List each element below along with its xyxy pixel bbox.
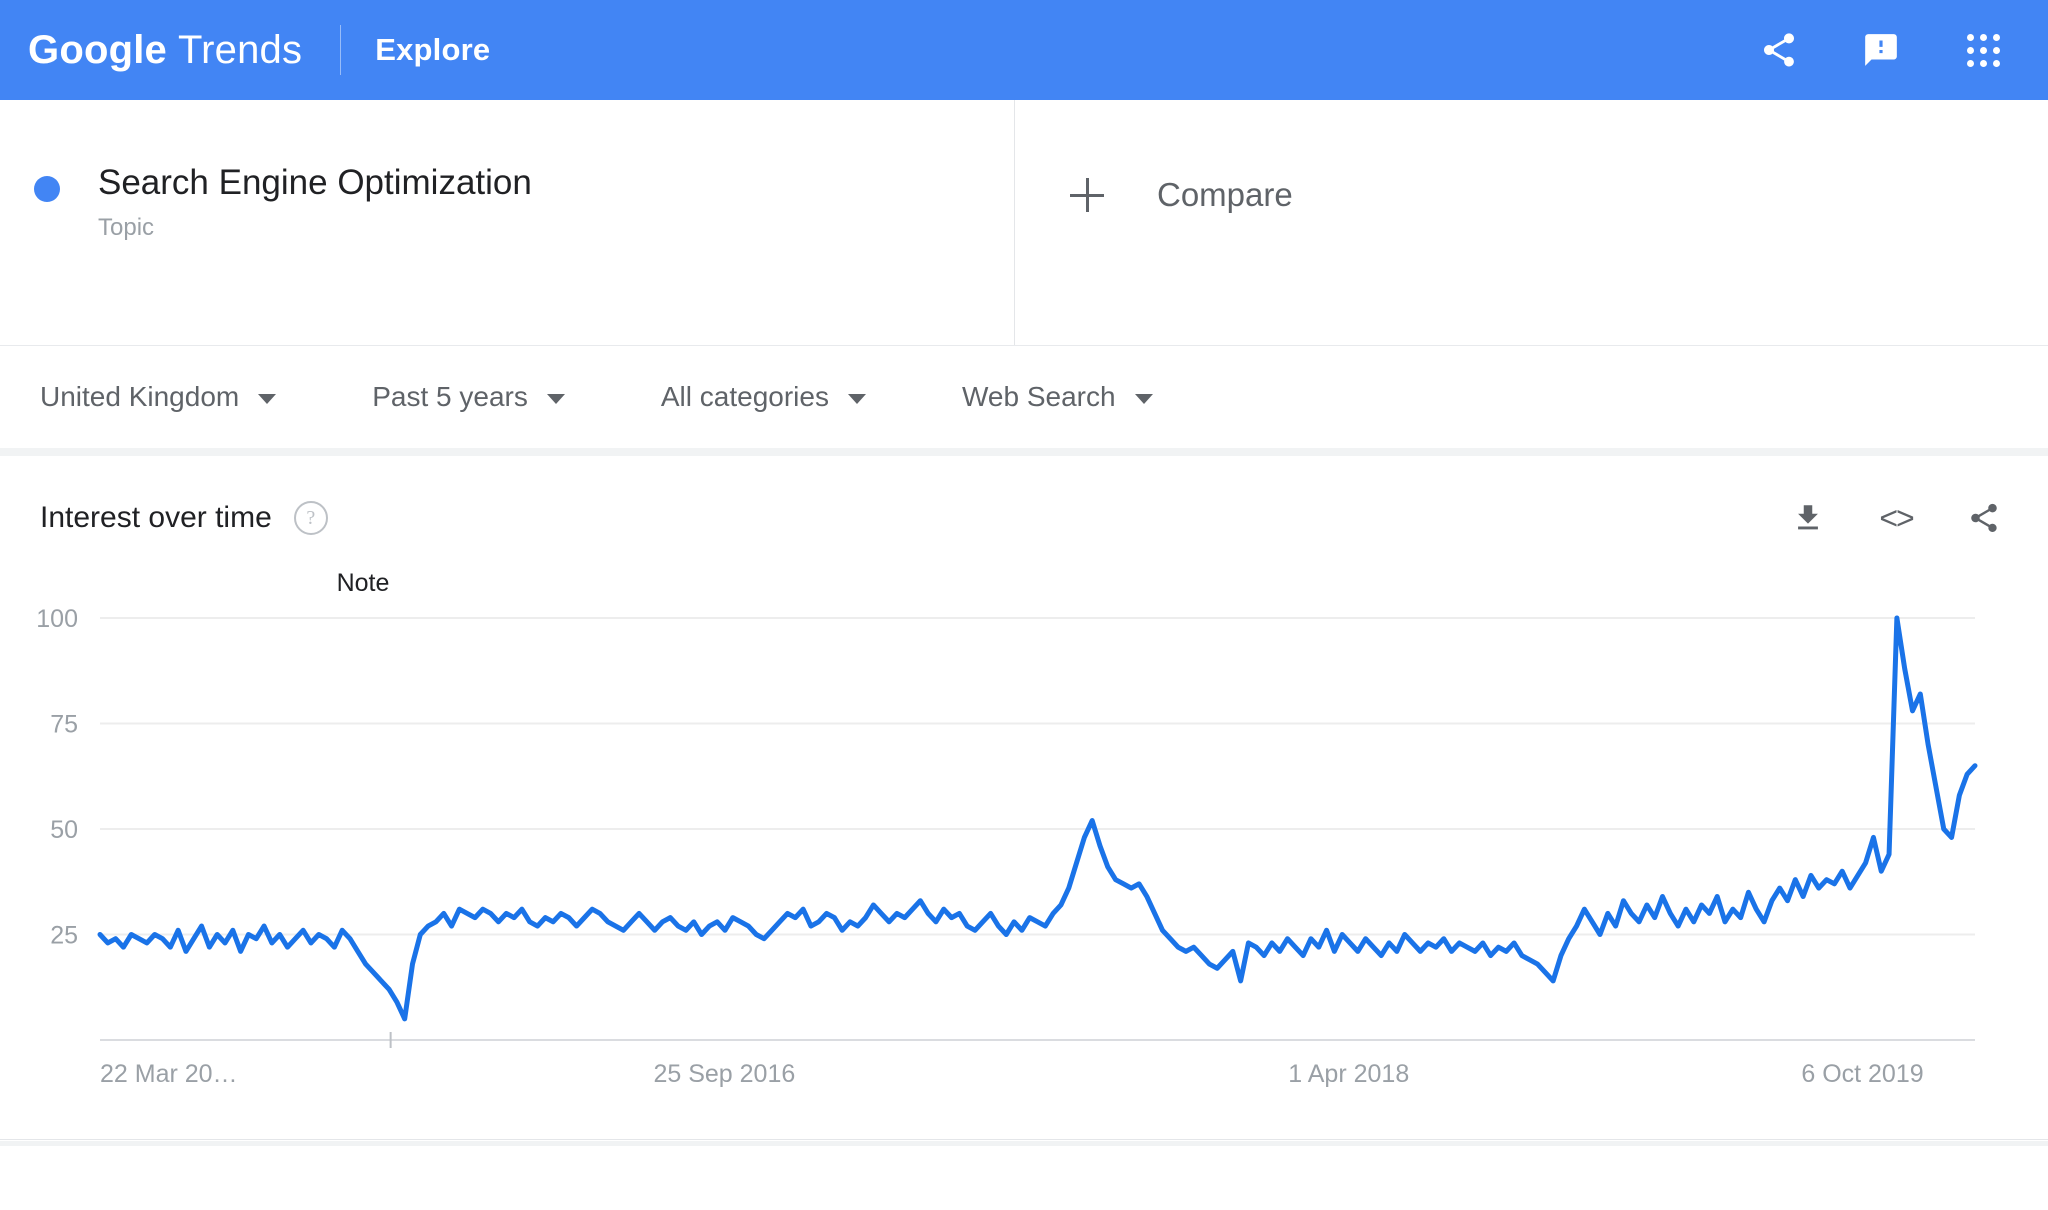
filter-category-label: All categories xyxy=(660,381,829,412)
filter-time-range-label: Past 5 years xyxy=(372,381,528,412)
search-term-card[interactable]: Search Engine Optimization Topic xyxy=(0,100,1015,345)
filter-category[interactable]: All categories xyxy=(661,381,866,413)
apps-grid-glyph xyxy=(1966,33,2000,67)
note-annotation-label: Note xyxy=(336,569,390,597)
chart-title: Interest over time xyxy=(40,501,272,534)
compare-label: Compare xyxy=(1157,176,1293,213)
brand-trends-text: Trends xyxy=(177,27,303,72)
embed-icon[interactable]: <> xyxy=(1879,499,1914,536)
trend-line xyxy=(97,615,1978,1022)
app-bar: Google Trends Explore xyxy=(0,0,2048,100)
filter-location-label: United Kingdom xyxy=(40,381,240,412)
chart-header: Interest over time ? <> xyxy=(0,456,2048,538)
feedback-glyph xyxy=(1865,34,1897,66)
apps-grid-icon[interactable] xyxy=(1960,27,2006,73)
share-glyph xyxy=(1764,33,1794,67)
x-tick-label: 1 Apr 2018 xyxy=(1288,1060,1409,1088)
share-icon[interactable] xyxy=(1756,27,1802,73)
interest-over-time-chart[interactable]: 25 50 75 100 22 Mar 20… 25 Sep 2016 1 Apr 201… xyxy=(0,568,2048,1128)
y-tick-label: 25 xyxy=(50,922,78,950)
search-term-text: Search Engine Optimization Topic xyxy=(98,162,532,242)
brand-logo[interactable]: Google Trends xyxy=(28,28,302,73)
series-color-dot xyxy=(34,176,60,202)
compare-panel[interactable]: Compare xyxy=(1015,100,2048,345)
query-row: Search Engine Optimization Topic Compare xyxy=(0,100,2048,346)
search-term-type: Topic xyxy=(98,214,155,241)
brand-google-text: Google xyxy=(28,27,167,72)
share-icon[interactable] xyxy=(1964,498,2004,538)
filter-search-type-label: Web Search xyxy=(961,381,1116,412)
download-icon[interactable] xyxy=(1788,498,1828,538)
x-tick-label: 25 Sep 2016 xyxy=(653,1060,795,1088)
filter-location[interactable]: United Kingdom xyxy=(40,381,277,413)
x-axis-tick-labels: 22 Mar 20… 25 Sep 2016 1 Apr 2018 6 Oct 201… xyxy=(100,1060,1924,1088)
chart-toolbar: <> xyxy=(1788,498,2004,538)
chart-plot-area[interactable]: 25 50 75 100 22 Mar 20… 25 Sep 2016 1 Apr 201… xyxy=(0,568,2048,1128)
nav-explore[interactable]: Explore xyxy=(375,32,491,67)
feedback-icon[interactable] xyxy=(1858,27,1904,73)
filter-search-type[interactable]: Web Search xyxy=(962,381,1153,413)
y-tick-label: 50 xyxy=(50,816,78,844)
search-term-title: Search Engine Optimization xyxy=(98,163,532,202)
y-tick-label: 100 xyxy=(36,605,78,633)
download-glyph xyxy=(1798,505,1818,530)
card-bottom-divider xyxy=(0,1139,2048,1140)
y-tick-label: 75 xyxy=(50,711,78,739)
y-axis-tick-labels: 25 50 75 100 xyxy=(36,605,78,950)
plus-icon xyxy=(1070,178,1104,212)
app-bar-actions xyxy=(1756,27,2048,73)
x-tick-label: 22 Mar 20… xyxy=(100,1060,238,1088)
chevron-down-icon xyxy=(847,393,866,404)
page-bottom-band xyxy=(0,1141,2048,1146)
filter-time-range[interactable]: Past 5 years xyxy=(372,381,565,413)
chevron-down-icon xyxy=(258,393,277,404)
share-glyph xyxy=(1971,503,1997,533)
gridlines xyxy=(100,617,1975,936)
filters-row: United Kingdom Past 5 years All categori… xyxy=(0,346,2048,456)
x-tick-label: 6 Oct 2019 xyxy=(1801,1060,1923,1088)
interest-over-time-card: Interest over time ? <> 25 50 75 100 22 Mar… xyxy=(0,456,2048,1146)
app-bar-divider xyxy=(340,25,342,75)
chevron-down-icon xyxy=(1134,393,1153,404)
help-icon[interactable]: ? xyxy=(293,501,328,535)
chevron-down-icon xyxy=(546,393,565,404)
